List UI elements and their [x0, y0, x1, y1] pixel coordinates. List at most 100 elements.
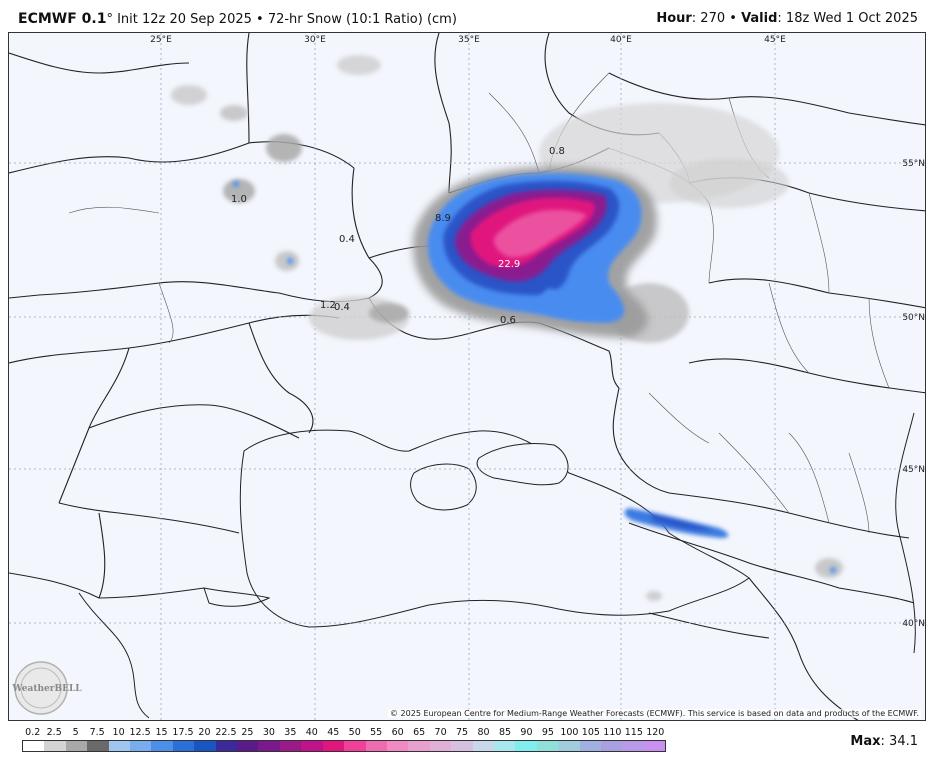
heavy-snow-area: [413, 166, 658, 338]
legend-tick-label: 120: [646, 727, 665, 738]
valid-value: : 18z Wed 1 Oct 2025: [777, 11, 918, 26]
legend-tick-label: 15: [155, 727, 168, 738]
legend-tick-label: 95: [541, 727, 554, 738]
legend-tick-label: 70: [434, 727, 447, 738]
caspian-coast: [895, 412, 916, 654]
legend-color-swatch: [87, 741, 109, 751]
legend-tick-label: 20: [198, 727, 211, 738]
black-sea: [239, 429, 750, 628]
weatherbell-logo: WeatherBELL: [11, 661, 82, 715]
legend-tick-label: 17.5: [172, 727, 194, 738]
legend-tick-labels: 0.2 2.5 5 7.5 10 12.5 15 17.5 20 22.5 25 30 35 40 45 50…: [20, 727, 670, 739]
model-name: ECMWF 0.1: [18, 11, 107, 27]
forecast-map[interactable]: 25°E 30°E 35°E 40°E 45°E 55°N 50°N 45°N …: [8, 32, 926, 721]
legend-tick-label: 25: [241, 727, 254, 738]
legend-color-swatch: [301, 741, 323, 751]
hour-value: : 270 •: [691, 11, 742, 26]
legend-color-swatch: [194, 741, 216, 751]
legend-color-swatch: [258, 741, 280, 751]
legend-color-swatch: [215, 741, 238, 751]
legend-color-swatch: [44, 741, 66, 751]
legend-tick-label: 45: [327, 727, 340, 738]
legend-color-swatch: [643, 741, 666, 751]
legend-color-bar: [22, 740, 666, 752]
value-label-0-4-b: 0.4: [334, 302, 350, 313]
sea-of-azov: [476, 443, 569, 486]
hour-label: Hour: [656, 11, 692, 26]
legend-color-swatch: [429, 741, 452, 751]
max-number: : 34.1: [880, 734, 918, 749]
value-label-22-9: 22.9: [498, 259, 520, 270]
init-text: Init 12z 20 Sep 2025 • 72-hr Snow (10:1 …: [112, 12, 457, 27]
legend-tick-label: 75: [456, 727, 469, 738]
legend-color-swatch: [622, 741, 644, 751]
legend-tick-label: 110: [603, 727, 622, 738]
legend-color-swatch: [279, 741, 302, 751]
legend-tick-label: 65: [413, 727, 426, 738]
legend-color-swatch: [365, 741, 387, 751]
legend-tick-label: 30: [262, 727, 275, 738]
legend-tick-label: 35: [284, 727, 297, 738]
value-label-0-8-a: 0.8: [549, 146, 565, 157]
lon-labels: 25°E 30°E 35°E 40°E 45°E: [150, 35, 786, 45]
legend-tick-label: 22.5: [215, 727, 237, 738]
model-degree: °: [106, 12, 113, 27]
crimea: [410, 463, 477, 511]
header: ECMWF 0.1° Init 12z 20 Sep 2025 • 72-hr …: [0, 0, 935, 32]
lat-label-55: 55°N: [902, 159, 925, 169]
legend-tick-label: 10: [112, 727, 125, 738]
marmara-coast: [203, 587, 271, 607]
copyright-notice: © 2025 European Centre for Medium-Range …: [388, 709, 921, 718]
legend-tick-label: 60: [391, 727, 404, 738]
legend-color-swatch: [130, 741, 152, 751]
legend-color-swatch: [600, 741, 623, 751]
legend-color-swatch: [322, 741, 345, 751]
lon-label-35: 35°E: [458, 35, 480, 45]
legend-color-swatch: [23, 741, 45, 751]
max-label: Max: [850, 734, 881, 749]
graticule: [9, 33, 925, 720]
map-title: ECMWF 0.1° Init 12z 20 Sep 2025 • 72-hr …: [18, 11, 457, 27]
legend-color-swatch: [344, 741, 366, 751]
legend-tick-label: 0.2: [25, 727, 41, 738]
lat-label-40: 40°N: [902, 619, 925, 629]
lat-labels: 55°N 50°N 45°N 40°N: [902, 159, 925, 629]
lat-label-50: 50°N: [902, 313, 925, 323]
lon-label-45: 45°E: [764, 35, 786, 45]
legend-color-swatch: [558, 741, 580, 751]
legend-color-swatch: [237, 741, 259, 751]
legend-tick-label: 40: [305, 727, 318, 738]
borders: [9, 33, 925, 720]
legend-color-swatch: [451, 741, 473, 751]
logo-text: WeatherBELL: [11, 684, 82, 694]
lat-label-45: 45°N: [902, 465, 925, 475]
legend-tick-label: 80: [477, 727, 490, 738]
legend-color-swatch: [151, 741, 173, 751]
legend-color-swatch: [493, 741, 516, 751]
valid-label: Valid: [741, 11, 778, 26]
legend-color-swatch: [386, 741, 409, 751]
max-value: Max: 34.1: [850, 734, 918, 749]
legend: 0.2 2.5 5 7.5 10 12.5 15 17.5 20 22.5 25 30 35 40 45 50…: [0, 723, 935, 768]
legend-tick-label: 7.5: [89, 727, 105, 738]
legend-tick-label: 55: [370, 727, 383, 738]
lon-label-30: 30°E: [304, 35, 326, 45]
value-labels: 0.8 8.9 22.9 1.0 0.4 1.2 0.4 0.6: [231, 146, 565, 326]
value-label-0-6: 0.6: [500, 315, 516, 326]
value-label-1-2: 1.2: [320, 300, 336, 311]
legend-tick-label: 2.5: [46, 727, 62, 738]
legend-color-swatch: [408, 741, 430, 751]
legend-color-swatch: [515, 741, 537, 751]
lon-label-25: 25°E: [150, 35, 172, 45]
legend-color-swatch: [579, 741, 601, 751]
legend-tick-label: 105: [581, 727, 600, 738]
legend-color-swatch: [65, 741, 88, 751]
legend-tick-label: 115: [624, 727, 643, 738]
legend-tick-label: 50: [348, 727, 361, 738]
valid-time: Hour: 270 • Valid: 18z Wed 1 Oct 2025: [656, 11, 918, 26]
legend-color-swatch: [536, 741, 559, 751]
map-canvas: 25°E 30°E 35°E 40°E 45°E 55°N 50°N 45°N …: [9, 33, 925, 720]
legend-tick-label: 90: [520, 727, 533, 738]
value-label-0-4-a: 0.4: [339, 234, 355, 245]
legend-tick-label: 5: [72, 727, 79, 738]
